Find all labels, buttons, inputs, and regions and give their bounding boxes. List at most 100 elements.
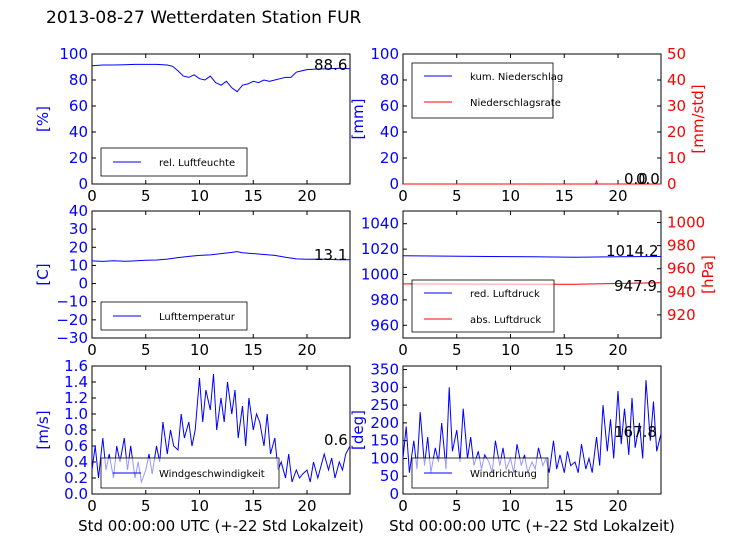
y2-tick-label: 10 <box>667 149 686 167</box>
x-tick-label: 15 <box>244 187 263 205</box>
x-tick-label: 15 <box>555 341 574 359</box>
y-tick-label: 350 <box>370 361 399 379</box>
x-tick-label: 0 <box>398 497 408 515</box>
y-tick-label: 60 <box>380 97 399 115</box>
x-tick-label: 20 <box>608 497 627 515</box>
y2-tick-label: 1000 <box>667 214 705 232</box>
y2-tick-label: 940 <box>667 283 696 301</box>
y-tick-label: 0.8 <box>64 421 88 439</box>
x-tick-label: 20 <box>608 341 627 359</box>
y2-tick-label: 0 <box>667 175 677 193</box>
x-tick-label: 5 <box>141 497 151 515</box>
y-tick-label: 1.2 <box>64 389 88 407</box>
y-tick-label: 100 <box>59 45 88 63</box>
legend-label: kum. Niederschlag <box>470 72 563 83</box>
x-tick-label: 15 <box>244 341 263 359</box>
y2-tick-label: 20 <box>667 123 686 141</box>
x-tick-label: 15 <box>555 187 574 205</box>
series-line-niederschlagsrate <box>403 181 661 184</box>
y-tick-label: 40 <box>69 123 88 141</box>
x-tick-label: 15 <box>555 497 574 515</box>
x-tick-label: 20 <box>608 187 627 205</box>
x-tick-label: 0 <box>398 341 408 359</box>
legend-label: Windgeschwindigkeit <box>159 469 265 480</box>
legend-label: Niederschlagsrate <box>470 98 561 109</box>
value-annotation: 13.1 <box>314 246 347 264</box>
y-tick-label: 0.0 <box>64 485 88 503</box>
y-tick-label: 80 <box>69 71 88 89</box>
y-axis-label: [mm] <box>349 99 367 140</box>
x-tick-label: 5 <box>452 497 462 515</box>
y2-tick-label: 920 <box>667 306 696 324</box>
value-annotation: 1014.2 <box>606 242 659 260</box>
y-tick-label: 0.6 <box>64 437 88 455</box>
y-tick-label: 0 <box>389 485 399 503</box>
x-tick-label: 0 <box>398 187 408 205</box>
y-tick-label: 80 <box>380 71 399 89</box>
y-tick-label: 960 <box>370 316 399 334</box>
y-tick-label: 1040 <box>361 215 399 233</box>
legend-label: red. Luftdruck <box>470 289 540 300</box>
y-tick-label: 60 <box>69 97 88 115</box>
x-tick-label: 0 <box>87 497 97 515</box>
y2-tick-label: 50 <box>667 45 686 63</box>
y-tick-label: 1020 <box>361 240 399 258</box>
y-tick-label: 300 <box>370 378 399 396</box>
series-line-lufttemperatur <box>92 252 350 262</box>
y-tick-label: 1000 <box>361 266 399 284</box>
x-tick-label: 5 <box>452 341 462 359</box>
y-tick-label: 10 <box>69 256 88 274</box>
x-tick-label: 10 <box>190 341 209 359</box>
y-tick-label: 50 <box>380 467 399 485</box>
x-axis-label: Std 00:00:00 UTC (+-22 Std Lokalzeit) <box>389 517 675 535</box>
y2-tick-label: 960 <box>667 260 696 278</box>
legend-label: rel. Luftfeuchte <box>159 158 235 169</box>
y-tick-label: 20 <box>69 149 88 167</box>
y2-axis-label: [hPa] <box>699 255 717 294</box>
x-tick-label: 5 <box>141 187 151 205</box>
y-tick-label: 30 <box>69 220 88 238</box>
x-tick-label: 20 <box>297 497 316 515</box>
y-tick-label: 980 <box>370 291 399 309</box>
y-tick-label: −30 <box>56 329 88 347</box>
y-axis-label: [deg] <box>349 410 367 450</box>
y-tick-label: 20 <box>380 149 399 167</box>
x-tick-label: 20 <box>297 341 316 359</box>
value-annotation-secondary: 947.9 <box>614 277 657 295</box>
y-axis-label: [C] <box>34 263 52 285</box>
x-tick-label: 5 <box>452 187 462 205</box>
legend-label: Lufttemperatur <box>159 312 236 323</box>
x-tick-label: 10 <box>190 497 209 515</box>
y2-axis-label: [mm/std] <box>689 84 707 153</box>
x-tick-label: 10 <box>501 497 520 515</box>
y-tick-label: 1.6 <box>64 357 88 375</box>
y-tick-label: 0.4 <box>64 453 88 471</box>
y2-tick-label: 40 <box>667 71 686 89</box>
y-tick-label: −10 <box>56 293 88 311</box>
y-tick-label: 40 <box>380 123 399 141</box>
value-annotation-secondary: 0.0 <box>636 170 660 188</box>
y-tick-label: 1.4 <box>64 373 88 391</box>
y-tick-label: 250 <box>370 396 399 414</box>
y-tick-label: 0.2 <box>64 469 88 487</box>
y-tick-label: 0 <box>78 175 88 193</box>
y-tick-label: 20 <box>69 238 88 256</box>
series-line-rel.-luftfeuchte <box>92 64 350 91</box>
value-annotation: 88.6 <box>314 56 347 74</box>
y-tick-label: −20 <box>56 311 88 329</box>
legend-label: Windrichtung <box>470 469 537 480</box>
x-tick-label: 5 <box>141 341 151 359</box>
y-axis-label: [%] <box>34 106 52 132</box>
y-tick-label: 100 <box>370 449 399 467</box>
y-tick-label: 1.0 <box>64 405 88 423</box>
y-tick-label: 200 <box>370 414 399 432</box>
y-tick-label: 100 <box>370 45 399 63</box>
x-tick-label: 20 <box>297 187 316 205</box>
y-tick-label: 0 <box>78 275 88 293</box>
y2-tick-label: 980 <box>667 237 696 255</box>
x-tick-label: 10 <box>190 187 209 205</box>
x-tick-label: 0 <box>87 187 97 205</box>
value-annotation: 167.8 <box>614 423 657 441</box>
x-tick-label: 15 <box>244 497 263 515</box>
y2-tick-label: 30 <box>667 97 686 115</box>
